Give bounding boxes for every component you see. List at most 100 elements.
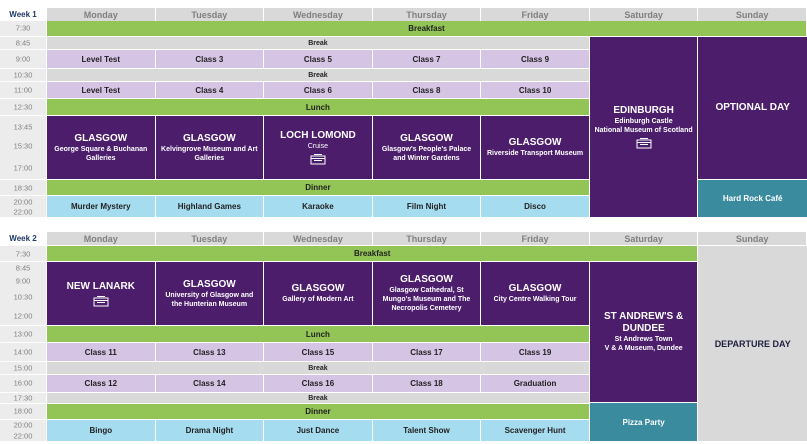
day-header: Tuesday [155,232,264,245]
break-bar: Break [47,362,589,374]
excursion-title: GLASGOW [508,137,562,148]
evening-activity: Talent Show [372,420,481,441]
class-cell: Class 19 [481,343,589,361]
time-label: 15:30 [13,141,33,151]
class-cell: Class 13 [155,343,264,361]
time-label: 12:00 [13,311,33,321]
excursion-detail: Glasgow's People's Palace and Winter Gar… [381,145,472,162]
time-label: 10:30 [13,70,33,80]
day-header: Friday [481,8,589,21]
time-label: 16:00 [13,378,33,388]
meal-bar: Lunch [47,326,589,342]
excursion-detail: University of Glasgow and the Hunterian … [165,291,254,308]
time-label: 7:30 [15,23,31,33]
excursion-title: GLASGOW [182,278,236,290]
class-cell: Class 10 [481,82,589,98]
class-cell: Class 16 [264,375,372,392]
excursion-title: EDINBURGH [613,105,674,116]
break-bar: Break [47,37,589,49]
class-cell: Class 14 [155,375,264,392]
excursion-detail: National Museum of Scotland [594,127,693,134]
day-header: Friday [481,232,589,245]
time-cell [0,196,46,217]
excursion: GLASGOW Glasgow Cathedral, St Mungo's Mus… [372,262,481,325]
time-label: 9:00 [15,276,31,286]
evening-activity: Bingo [47,420,155,441]
meal-bar: Breakfast [47,246,698,261]
break-bar: Break [47,393,589,403]
day-header: Thursday [372,232,481,245]
excursion: ST ANDREW'S & DUNDEE St Andrews Town V & A… [589,262,698,402]
time-label: 10:30 [13,292,33,302]
excursion-detail: Edinburgh Castle [614,118,673,125]
day-header: Monday [47,232,155,245]
time-cell [0,21,46,36]
class-cell: Level Test [47,50,155,68]
time-cell [0,99,46,115]
excursion-detail: St Andrews Town [614,336,673,343]
day-header: Sunday [698,8,806,21]
time-cell [0,180,46,195]
time-cell [0,375,46,392]
time-label: 14:00 [13,347,33,357]
evening-activity: Disco [481,196,589,217]
evening-activity: Scavenger Hunt [481,420,589,441]
time-label: 22:00 [13,431,33,441]
excursion: LOCH LOMOND Cruise [264,116,372,179]
time-label: 7:30 [15,249,31,259]
class-cell: Class 6 [264,82,372,98]
time-cell [0,343,46,361]
class-cell: Class 12 [47,375,155,392]
time-cell [0,393,46,403]
excursion-detail: Gallery of Modern Art [282,296,354,303]
excursion: GLASGOW University of Glasgow and the Hun… [155,262,264,325]
class-cell: Class 7 [372,50,481,68]
excursion-detail: Glasgow Cathedral, St Mungo's Museum and… [382,287,471,312]
excursion: GLASGOW Gallery of Modern Art [264,262,372,325]
time-cell [0,362,46,374]
excursion-detail: Cruise [307,143,329,150]
meal-bar: Dinner [47,404,589,419]
sunday-title: OPTIONAL DAY [715,102,790,113]
sunday-title: DEPARTURE DAY [714,338,791,349]
time-cell [0,69,46,81]
time-label: 20:00 [13,420,33,430]
excursion-title: GLASGOW [74,132,128,144]
class-cell: Class 11 [47,343,155,361]
class-cell: Class 5 [264,50,372,68]
excursion: GLASGOW Riverside Transport Museum [481,116,589,179]
class-cell: Class 4 [155,82,264,98]
excursion-title: GLASGOW [508,283,562,294]
class-cell: Class 3 [155,50,264,68]
excursion-title: GLASGOW [400,274,453,285]
class-cell: Level Test [47,82,155,98]
class-cell: Class 15 [264,343,372,361]
sunday-cell: OPTIONAL DAY [698,37,807,179]
time-cell [0,37,46,49]
time-cell [0,262,46,325]
class-cell: Class 17 [372,343,481,361]
excursion-detail: Kelvingrove Museum and Art Galleries [161,145,258,162]
meal-bar: Lunch [47,99,589,115]
time-label: 18:30 [13,183,33,193]
day-header: Saturday [589,232,698,245]
excursion: GLASGOW Kelvingrove Museum and Art Galler… [155,116,264,179]
excursion: NEW LANARK [47,262,155,325]
week-label: Week 1 [9,10,37,19]
time-cell [0,82,46,98]
week-label: Week 2 [9,234,37,243]
excursion: GLASGOW George Square & Buchanan Gallerie… [47,116,155,179]
excursion-title: ST ANDREW'S & DUNDEE [604,311,684,334]
excursion-title: GLASGOW [400,132,453,144]
evening-activity: Film Night [372,196,481,217]
evening-activity: Karaoke [264,196,372,217]
time-label: 8:45 [15,38,31,48]
day-header: Sunday [698,232,806,245]
time-label: 13:45 [13,122,33,132]
time-label: 9:00 [15,54,31,64]
time-label: 17:00 [13,163,33,173]
day-header: Wednesday [264,8,372,21]
excursion-detail: V & A Museum, Dundee [604,345,683,352]
excursion-detail: City Centre Walking Tour [493,296,577,303]
